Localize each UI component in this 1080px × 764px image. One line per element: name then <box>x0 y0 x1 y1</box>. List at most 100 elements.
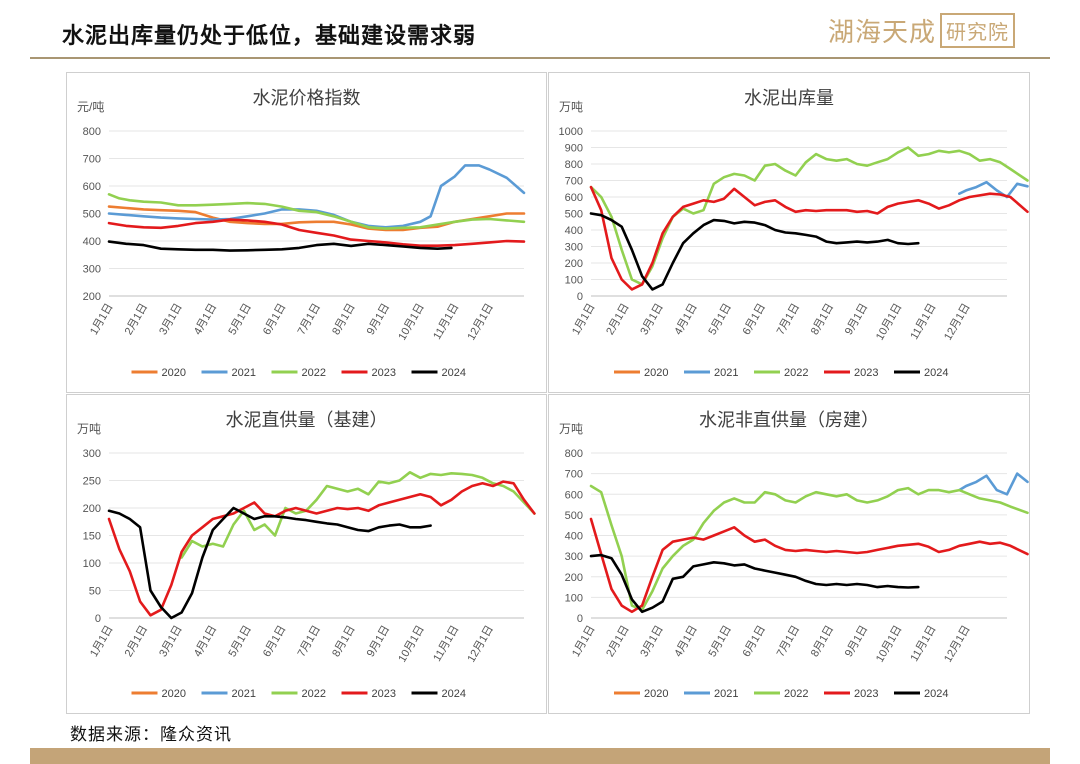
x-tick-label: 11月1日 <box>908 302 938 342</box>
y-tick-label: 400 <box>565 225 583 237</box>
legend-label: 2021 <box>714 688 738 700</box>
x-tick-label: 4月1日 <box>192 624 220 660</box>
x-tick-label: 5月1日 <box>706 624 734 660</box>
legend-label: 2020 <box>162 367 186 379</box>
chart-svg: 水泥非直供量（房建） 万吨 0 100 200 300 400 500 600 700 800 1月1… <box>559 410 1029 700</box>
series-line-2022 <box>107 193 526 230</box>
x-tick-label: 11月1日 <box>431 302 461 342</box>
x-tick-label: 7月1日 <box>296 302 324 338</box>
series-line-2022 <box>180 471 536 559</box>
x-tick-label: 9月1日 <box>365 624 393 660</box>
chart-title: 水泥出库量 <box>744 88 834 108</box>
legend-item-2021: 2021 <box>201 367 256 379</box>
footer-bar <box>30 748 1050 764</box>
x-tick-label: 12月1日 <box>942 302 973 343</box>
header: 水泥出库量仍处于低位，基础建设需求弱 湖海天成 研究院 <box>0 0 1080 60</box>
y-tick-label: 200 <box>83 291 101 303</box>
source-note: 数据来源：隆众资讯 <box>70 725 232 745</box>
x-tick-label: 6月1日 <box>261 624 289 660</box>
series-line-2022 <box>589 484 1029 612</box>
legend-item-2021: 2021 <box>684 367 738 379</box>
y-tick-label: 900 <box>565 143 583 155</box>
series-line-2024 <box>589 553 920 614</box>
legend-label: 2021 <box>714 367 738 379</box>
x-tick-label: 7月1日 <box>775 302 803 338</box>
series-line-2023 <box>589 185 1029 291</box>
y-tick-label: 200 <box>565 258 583 270</box>
y-tick-label: 700 <box>83 154 101 166</box>
y-tick-label: 300 <box>83 264 101 276</box>
y-tick-label: 50 <box>89 586 101 598</box>
legend-item-2024: 2024 <box>411 688 466 700</box>
legend-item-2022: 2022 <box>754 367 808 379</box>
series-line-2022 <box>589 146 1029 286</box>
x-tick-label: 2月1日 <box>123 624 151 660</box>
y-tick-label: 300 <box>83 448 101 460</box>
y-tick-label: 600 <box>83 181 101 193</box>
legend-item-2020: 2020 <box>131 688 186 700</box>
y-axis-unit: 元/吨 <box>77 100 104 114</box>
x-tick-label: 5月1日 <box>706 302 734 338</box>
x-tick-label: 3月1日 <box>157 302 185 338</box>
chart-panel-nondirect-realestate: 水泥非直供量（房建） 万吨 0 100 200 300 400 500 600 700 800 1月1… <box>548 394 1030 714</box>
legend-label: 2024 <box>442 367 466 379</box>
y-tick-label: 200 <box>565 572 583 584</box>
x-tick-label: 11月1日 <box>908 624 938 664</box>
y-tick-label: 300 <box>565 242 583 254</box>
series-line-2024 <box>589 212 920 291</box>
series-line-2021 <box>107 164 526 229</box>
x-tick-label: 1月1日 <box>88 624 116 660</box>
series-line-2021 <box>957 472 1029 496</box>
y-tick-label: 100 <box>565 275 583 287</box>
y-tick-label: 600 <box>565 489 583 501</box>
y-tick-label: 0 <box>95 613 101 625</box>
legend-label: 2020 <box>644 367 668 379</box>
x-tick-label: 5月1日 <box>226 302 254 338</box>
x-tick-label: 4月1日 <box>192 302 220 338</box>
x-tick-label: 3月1日 <box>638 302 666 338</box>
x-tick-label: 10月1日 <box>874 302 905 343</box>
y-tick-label: 800 <box>565 448 583 460</box>
chart-title: 水泥直供量（基建） <box>226 410 388 430</box>
legend-label: 2024 <box>442 688 466 700</box>
y-tick-label: 150 <box>83 531 101 543</box>
x-tick-label: 10月1日 <box>874 624 905 665</box>
x-tick-label: 9月1日 <box>365 302 393 338</box>
legend-item-2022: 2022 <box>754 688 808 700</box>
y-tick-label: 400 <box>565 531 583 543</box>
x-tick-label: 10月1日 <box>396 624 427 665</box>
x-tick-label: 8月1日 <box>330 302 358 338</box>
chart-panel-outbound: 水泥出库量 万吨 0 100 200 300 400 500 600 700 800 900 1000 1… <box>548 72 1030 393</box>
page-title: 水泥出库量仍处于低位，基础建设需求弱 <box>62 24 477 49</box>
x-tick-label: 9月1日 <box>843 624 871 660</box>
brand-logo: 湖海天成 研究院 <box>828 12 1016 48</box>
logo-script: 湖海天成 <box>828 17 937 48</box>
y-axis-unit: 万吨 <box>77 422 101 436</box>
x-tick-label: 2月1日 <box>604 302 632 338</box>
x-tick-label: 7月1日 <box>775 624 803 660</box>
y-tick-label: 100 <box>565 592 583 604</box>
legend-item-2021: 2021 <box>201 688 256 700</box>
legend-label: 2022 <box>784 688 808 700</box>
legend-label: 2024 <box>924 367 948 379</box>
x-tick-label: 8月1日 <box>809 624 837 660</box>
y-tick-label: 250 <box>83 476 101 488</box>
x-tick-label: 1月1日 <box>88 302 116 338</box>
x-tick-label: 10月1日 <box>396 302 427 343</box>
y-tick-label: 300 <box>565 551 583 563</box>
x-tick-label: 12月1日 <box>465 624 496 665</box>
x-tick-label: 3月1日 <box>157 624 185 660</box>
y-tick-label: 700 <box>565 469 583 481</box>
chart-panel-direct-infra: 水泥直供量（基建） 万吨 0 50 100 150 200 250 300 1月1日 2月1日 3月1… <box>66 394 547 714</box>
legend-item-2020: 2020 <box>614 688 668 700</box>
legend-label: 2022 <box>784 367 808 379</box>
y-tick-label: 500 <box>565 209 583 221</box>
legend-label: 2023 <box>372 367 396 379</box>
chart-svg: 水泥直供量（基建） 万吨 0 50 100 150 200 250 300 1月1日 2月1日 3月1… <box>77 410 536 700</box>
y-axis-unit: 万吨 <box>559 422 583 436</box>
x-tick-label: 9月1日 <box>843 302 871 338</box>
legend-item-2023: 2023 <box>824 367 878 379</box>
chart-panel-price: 水泥价格指数 元/吨 200 300 400 500 600 700 800 1月1日 2月1日 3月… <box>66 72 547 393</box>
series-line-2023 <box>589 517 1029 614</box>
